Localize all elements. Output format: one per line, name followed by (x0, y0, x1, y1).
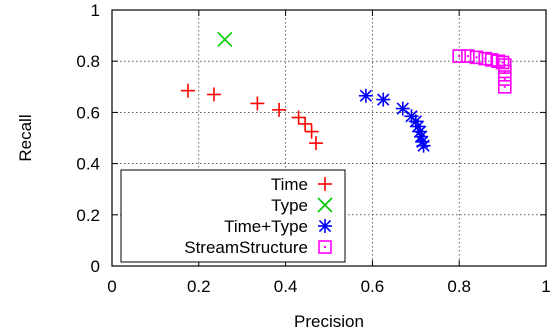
x-tick-label: 0.4 (274, 277, 298, 296)
data-point (250, 96, 265, 111)
x-tick-label: 0.8 (447, 277, 471, 296)
legend-label: Time+Type (224, 217, 308, 236)
y-tick-label: 0.8 (76, 52, 100, 71)
data-point (217, 31, 233, 48)
data-point (461, 49, 475, 63)
y-tick-label: 0 (91, 257, 100, 276)
data-point (452, 49, 467, 63)
legend-marker (317, 197, 333, 213)
legend-marker (318, 177, 332, 191)
data-point (497, 72, 512, 86)
data-point (376, 92, 391, 107)
y-tick-label: 0.6 (76, 103, 100, 122)
x-tick-label: 0.6 (361, 277, 385, 296)
y-axis-label: Recall (16, 114, 35, 161)
y-tick-label: 1 (91, 1, 100, 20)
data-point (291, 110, 306, 125)
data-point (206, 87, 221, 102)
data-point (180, 83, 195, 98)
data-point (469, 50, 484, 65)
data-point (298, 116, 313, 131)
legend-marker (318, 240, 332, 254)
series-time (180, 83, 323, 151)
legend-marker (318, 219, 332, 233)
data-point (358, 88, 373, 103)
legend-box (120, 169, 346, 263)
data-point (495, 55, 510, 70)
x-tick-label: 1 (541, 277, 550, 296)
y-tick-label: 0.2 (76, 206, 100, 225)
x-axis-label: Precision (294, 312, 364, 331)
x-tick-label: 0.2 (187, 277, 211, 296)
legend-label: Type (271, 196, 308, 215)
y-tick-label: 0.4 (76, 155, 100, 174)
data-point (304, 124, 319, 139)
data-point (272, 102, 287, 117)
legend: Time Type Time+Type StreamStructure (120, 169, 346, 263)
x-tick-labels: 0 0.2 0.4 0.6 0.8 1 (107, 277, 550, 296)
data-point (497, 80, 512, 94)
plot-frame (111, 9, 547, 267)
data-points (180, 31, 512, 153)
x-tick-label: 0 (107, 277, 116, 296)
series-time-type (358, 88, 431, 153)
legend-label: Time (271, 175, 308, 194)
legend-label: StreamStructure (184, 238, 308, 257)
series-streamstructure (452, 49, 512, 94)
data-point (416, 138, 431, 153)
data-point (497, 64, 512, 79)
data-point (308, 136, 323, 151)
series-type (217, 31, 233, 48)
y-tick-labels: 0 0.2 0.4 0.6 0.8 1 (76, 1, 100, 276)
